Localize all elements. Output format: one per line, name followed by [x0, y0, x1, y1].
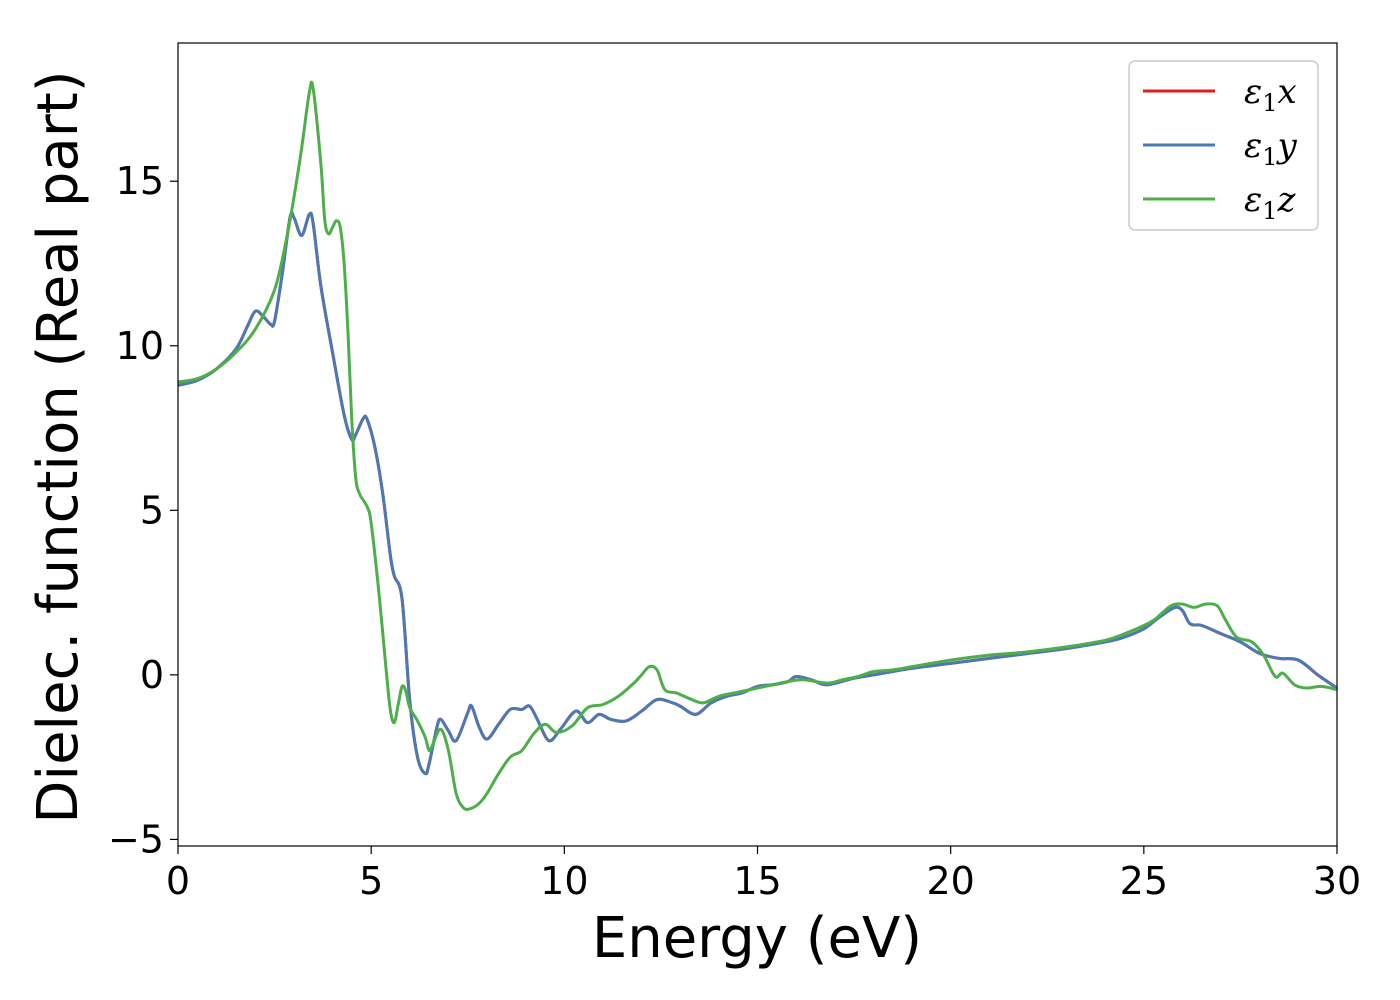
x-tick-label: 30 [1313, 859, 1361, 903]
x-tick-label: 10 [540, 859, 588, 903]
x-axis-label: Energy (eV) [592, 906, 922, 971]
plot-area [178, 80, 1337, 811]
y-axis-label: Dielec. function (Real part) [26, 70, 91, 823]
legend-label-z: ε1z [1244, 180, 1297, 225]
series-line-y [178, 211, 1337, 776]
legend-label-x: ε1x [1244, 72, 1297, 117]
series-line-z [178, 80, 1337, 811]
x-tick-label: 0 [166, 859, 190, 903]
x-tick-label: 25 [1120, 859, 1168, 903]
legend: ε1x ε1y ε1z [1128, 60, 1319, 231]
y-tick-label: −5 [108, 817, 164, 861]
x-tick-label: 5 [359, 859, 383, 903]
legend-box [1128, 60, 1319, 231]
x-tick-label: 20 [926, 859, 974, 903]
y-tick-label: 0 [140, 653, 164, 697]
legend-label-y: ε1y [1244, 126, 1298, 171]
x-tick-label: 15 [733, 859, 781, 903]
y-tick-label: 15 [116, 159, 164, 203]
y-tick-label: 5 [140, 488, 164, 532]
y-tick-label: 10 [116, 324, 164, 368]
series-line-x [178, 211, 1337, 776]
